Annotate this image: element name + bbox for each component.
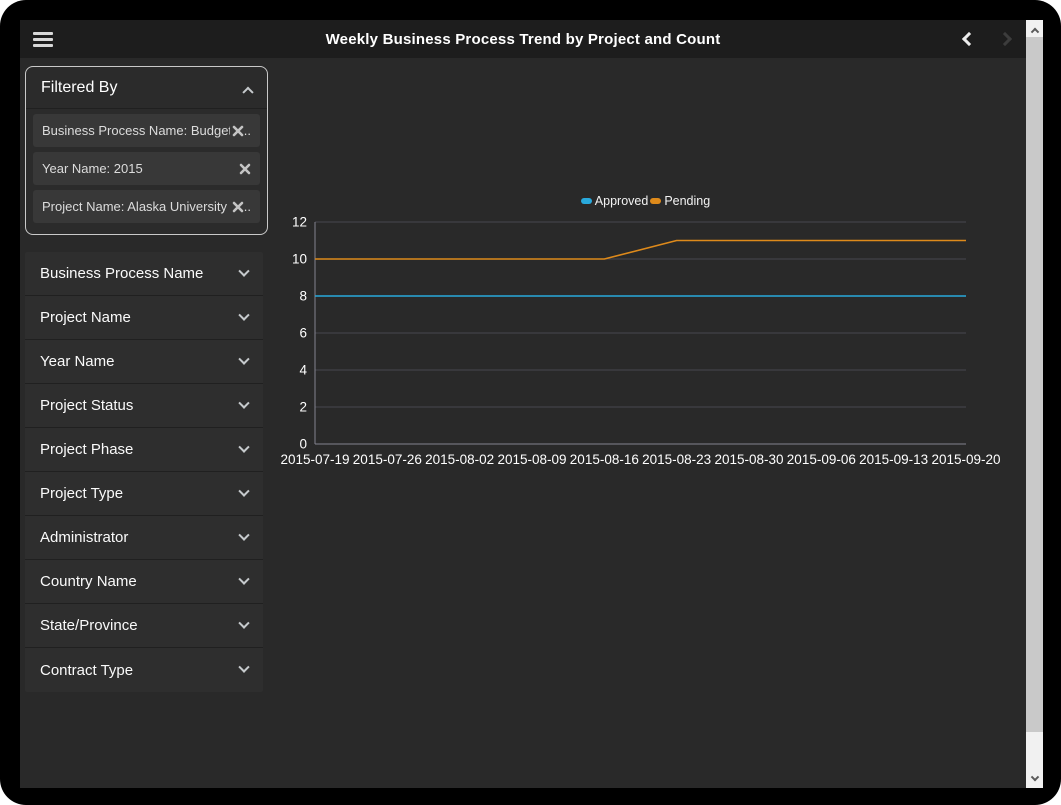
svg-text:2015-08-09: 2015-08-09	[497, 452, 566, 467]
accordion-item-contract-type[interactable]: Contract Type	[25, 648, 263, 692]
svg-text:2015-08-02: 2015-08-02	[425, 452, 494, 467]
accordion-label: Year Name	[40, 353, 115, 370]
chevron-down-icon	[238, 265, 250, 277]
filter-chip-business-process: Business Process Name: Budget ..	[33, 114, 260, 147]
accordion-label: Administrator	[40, 529, 129, 546]
hamburger-icon[interactable]	[33, 31, 53, 47]
filter-chip-year: Year Name: 2015	[33, 152, 260, 185]
accordion-item-year-name[interactable]: Year Name	[25, 340, 263, 384]
filter-chip-project: Project Name: Alaska University ..	[33, 190, 260, 223]
dashboard-app: Weekly Business Process Trend by Project…	[20, 20, 1043, 788]
scrollbar-thumb[interactable]	[1026, 37, 1043, 732]
svg-text:2015-07-19: 2015-07-19	[280, 452, 349, 467]
svg-text:2015-09-20: 2015-09-20	[931, 452, 1000, 467]
header-bar: Weekly Business Process Trend by Project…	[20, 20, 1026, 58]
svg-text:10: 10	[292, 252, 307, 267]
close-icon[interactable]	[239, 163, 251, 175]
chevron-down-icon	[238, 573, 250, 585]
svg-text:6: 6	[299, 326, 307, 341]
chart-legend: Approved Pending	[258, 190, 1033, 212]
filter-chip-label: Project Name: Alaska University	[42, 199, 227, 214]
accordion-label: Project Status	[40, 397, 134, 414]
accordion-item-project-status[interactable]: Project Status	[25, 384, 263, 428]
accordion-item-project-name[interactable]: Project Name	[25, 296, 263, 340]
accordion-label: Business Process Name	[40, 265, 204, 282]
pager-nav	[961, 31, 1013, 47]
scroll-down-icon[interactable]	[1026, 771, 1043, 788]
pending-marker-icon	[650, 198, 662, 204]
chevron-down-icon	[238, 617, 250, 629]
chevron-down-icon	[238, 309, 250, 321]
svg-text:2015-08-16: 2015-08-16	[570, 452, 639, 467]
approved-marker-icon	[580, 198, 592, 204]
filtered-by-panel: Filtered By Business Process Name: Budge…	[25, 66, 268, 235]
filter-chip-ellipsis: ..	[243, 199, 251, 214]
svg-text:2015-08-30: 2015-08-30	[714, 452, 783, 467]
chevron-up-icon	[242, 86, 254, 98]
filter-accordion: Business Process Name Project Name Year …	[25, 252, 263, 692]
close-icon[interactable]	[232, 125, 244, 137]
legend-label: Pending	[664, 194, 711, 208]
chevron-down-icon	[238, 529, 250, 541]
svg-text:12: 12	[292, 215, 307, 230]
filter-chip-label: Year Name: 2015	[42, 161, 143, 176]
accordion-item-project-phase[interactable]: Project Phase	[25, 428, 263, 472]
filter-chip-label: Business Process Name: Budget	[42, 123, 230, 138]
filtered-by-header[interactable]: Filtered By	[26, 67, 267, 109]
chevron-down-icon	[238, 485, 250, 497]
legend-item-pending[interactable]: Pending	[650, 194, 710, 208]
chevron-left-icon[interactable]	[961, 31, 977, 47]
accordion-item-business-process-name[interactable]: Business Process Name	[25, 252, 263, 296]
accordion-item-administrator[interactable]: Administrator	[25, 516, 263, 560]
accordion-item-project-type[interactable]: Project Type	[25, 472, 263, 516]
filter-chip-ellipsis: ..	[243, 123, 251, 138]
svg-text:2015-09-06: 2015-09-06	[787, 452, 856, 467]
accordion-item-state-province[interactable]: State/Province	[25, 604, 263, 648]
svg-text:2: 2	[299, 400, 307, 415]
chevron-down-icon	[238, 661, 250, 673]
svg-text:0: 0	[299, 437, 307, 452]
trend-chart: Approved Pending 0 2 4 6 8 10 12 2015-07-19 2015…	[258, 190, 1033, 482]
accordion-label: Project Phase	[40, 441, 134, 458]
svg-text:2015-07-26: 2015-07-26	[353, 452, 422, 467]
close-icon[interactable]	[232, 201, 244, 213]
svg-text:4: 4	[299, 363, 307, 378]
svg-text:8: 8	[299, 289, 307, 304]
scroll-up-icon[interactable]	[1026, 20, 1043, 37]
vertical-scrollbar[interactable]	[1026, 20, 1043, 788]
accordion-label: Project Type	[40, 485, 124, 502]
chevron-down-icon	[238, 353, 250, 365]
legend-item-approved[interactable]: Approved	[580, 194, 649, 208]
accordion-label: Country Name	[40, 573, 137, 590]
chevron-down-icon	[238, 397, 250, 409]
page-title: Weekly Business Process Trend by Project…	[325, 30, 721, 48]
svg-text:2015-08-23: 2015-08-23	[642, 452, 711, 467]
accordion-label: Contract Type	[40, 661, 134, 679]
accordion-item-country-name[interactable]: Country Name	[25, 560, 263, 604]
accordion-label: State/Province	[40, 617, 138, 634]
accordion-label: Project Name	[40, 309, 131, 326]
chevron-right-icon[interactable]	[997, 31, 1013, 47]
filtered-by-title: Filtered By	[41, 78, 118, 96]
legend-label: Approved	[594, 194, 649, 208]
svg-text:2015-09-13: 2015-09-13	[859, 452, 928, 467]
chevron-down-icon	[238, 441, 250, 453]
